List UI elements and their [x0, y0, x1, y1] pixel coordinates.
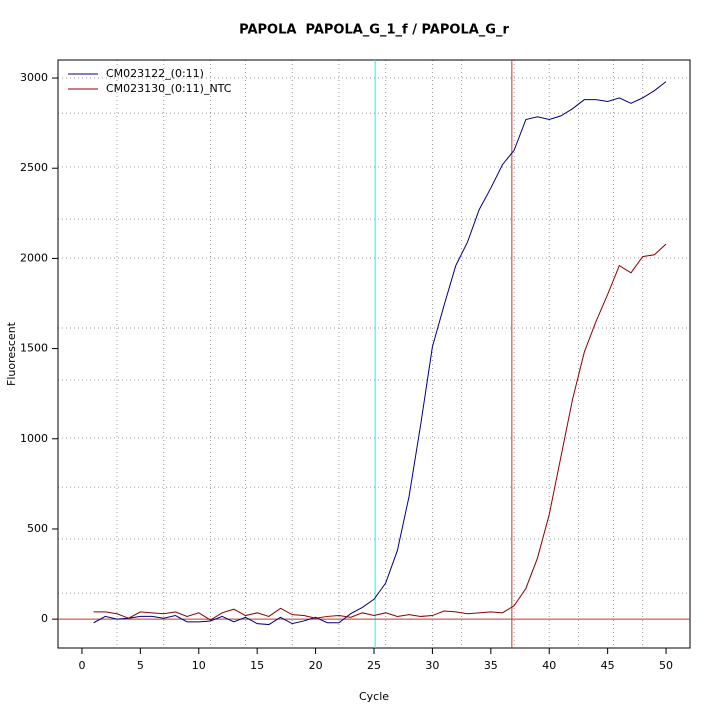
x-tick-label: 35 — [484, 659, 498, 672]
legend-label: CM023122_(0:11) — [106, 67, 204, 80]
x-tick-label: 10 — [192, 659, 206, 672]
chart-title: PAPOLA PAPOLA_G_1_f / PAPOLA_G_r — [239, 23, 509, 38]
x-tick-label: 30 — [425, 659, 439, 672]
y-tick-label: 1000 — [20, 432, 48, 445]
x-tick-label: 5 — [137, 659, 144, 672]
x-tick-label: 20 — [309, 659, 323, 672]
y-tick-label: 1500 — [20, 342, 48, 355]
x-tick-label: 15 — [250, 659, 264, 672]
y-tick-label: 2000 — [20, 251, 48, 264]
series-line — [93, 243, 667, 621]
legend-label: CM023130_(0:11)_NTC — [106, 82, 232, 95]
x-tick-label: 0 — [78, 659, 85, 672]
y-tick-label: 0 — [41, 612, 48, 625]
x-tick-label: 45 — [601, 659, 615, 672]
x-axis-label: Cycle — [359, 690, 389, 703]
x-tick-label: 25 — [367, 659, 381, 672]
series-line — [93, 81, 667, 626]
y-tick-label: 500 — [27, 522, 48, 535]
y-tick-label: 2500 — [20, 161, 48, 174]
x-tick-label: 40 — [542, 659, 556, 672]
y-tick-label: 3000 — [20, 71, 48, 84]
y-axis-label: Fluorescent — [5, 321, 18, 386]
x-tick-label: 50 — [659, 659, 673, 672]
